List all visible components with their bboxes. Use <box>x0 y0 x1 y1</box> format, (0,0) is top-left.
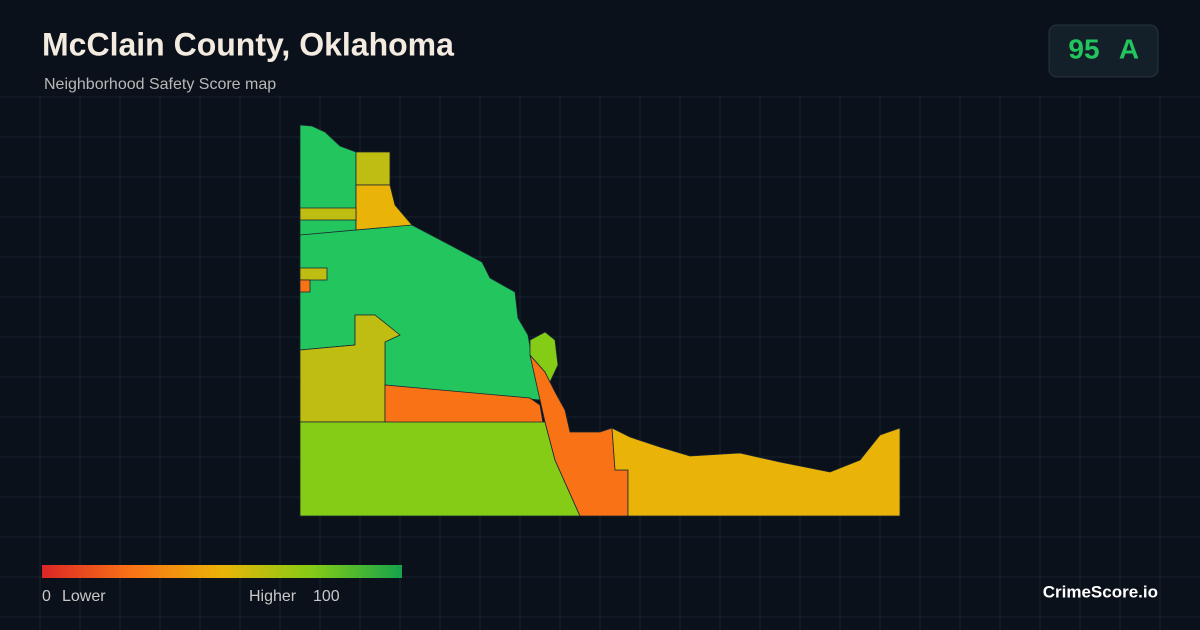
legend-max: 100 <box>313 588 340 605</box>
legend-gradient <box>42 565 402 578</box>
subtitle: Neighborhood Safety Score map <box>44 76 276 93</box>
score-badge: 95 A <box>1048 24 1159 78</box>
legend-min: 0 <box>42 588 51 605</box>
region <box>299 207 357 221</box>
region <box>299 421 581 517</box>
county-map <box>299 124 901 517</box>
badge-box <box>1048 24 1159 78</box>
region <box>299 279 311 293</box>
region <box>529 331 559 383</box>
title: McClain County, Oklahoma <box>42 26 454 62</box>
legend-min-label: Lower <box>62 588 106 605</box>
brand: CrimeScore.io <box>1043 582 1158 601</box>
region <box>355 151 391 186</box>
score-value: 95 <box>1068 33 1099 64</box>
score-grade: A <box>1119 33 1139 64</box>
legend-max-label: Higher <box>249 588 297 605</box>
region <box>299 267 328 281</box>
region <box>611 427 901 517</box>
